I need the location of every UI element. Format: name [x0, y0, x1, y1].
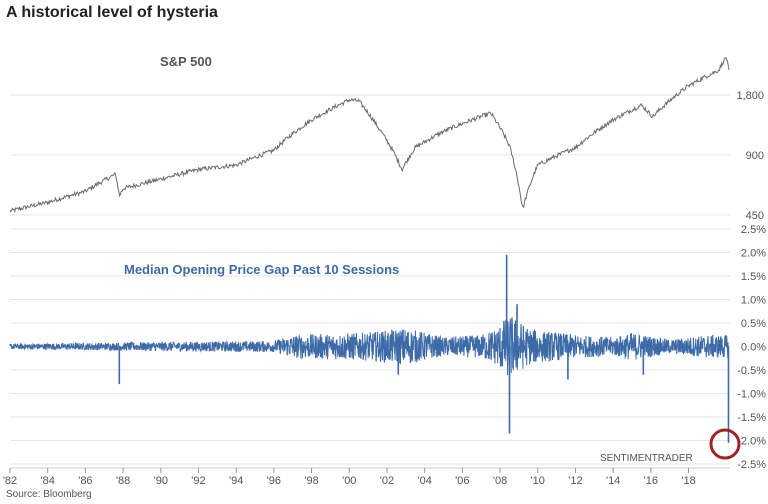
gap-y-axis: 2.5% 2.0% 1.5% 1.0% 0.5% 0.0% -0.5% -1.0% -1.5% -…: [737, 224, 766, 471]
x-tick-label: '00: [342, 475, 356, 487]
x-tick-label: '88: [116, 475, 130, 487]
gap-y-tick-label: -1.5%: [737, 412, 766, 424]
x-tick-label: '96: [267, 475, 281, 487]
gap-y-tick-label: -2.5%: [737, 459, 766, 471]
gap-y-tick-label: 1.0%: [741, 295, 766, 307]
gap-y-tick-label: -0.5%: [737, 365, 766, 377]
x-tick-label: '16: [644, 475, 658, 487]
x-tick-label: '94: [229, 475, 243, 487]
gap-y-tick-label: 2.0%: [741, 248, 766, 260]
x-tick-label: '92: [191, 475, 205, 487]
gap-line: [9, 317, 729, 376]
x-tick-label: '08: [493, 475, 507, 487]
x-tick-label: '06: [455, 475, 469, 487]
sp500-label: S&P 500: [160, 54, 212, 69]
x-tick-label: '84: [41, 475, 55, 487]
x-tick-label: '98: [304, 475, 318, 487]
x-tick-label: '18: [681, 475, 695, 487]
gap-y-tick-label: 1.5%: [741, 271, 766, 283]
sp500-y-tick-label: 1,800: [736, 90, 764, 102]
x-tick-label: '82: [3, 475, 17, 487]
x-tick-label: '04: [417, 475, 431, 487]
gap-spikes: [118, 254, 730, 443]
sp500-line: [9, 56, 730, 213]
highlight-circle: [709, 428, 741, 460]
x-tick-label: '14: [606, 475, 620, 487]
x-axis: '82 '84 '86 '88 '90 '92 '94 '96 '98 '00 '02 '04 '06 '…: [3, 467, 730, 487]
gap-y-tick-label: 2.5%: [741, 224, 766, 236]
x-tick-label: '12: [568, 475, 582, 487]
gap-y-tick-label: -1.0%: [737, 389, 766, 401]
x-tick-label: '90: [154, 475, 168, 487]
gap-y-tick-label: 0.0%: [741, 342, 766, 354]
sp500-y-tick-label: 900: [746, 150, 764, 162]
watermark: SENTIMENTRADER: [600, 453, 693, 464]
x-tick-label: '86: [78, 475, 92, 487]
sp500-gridlines: [10, 94, 730, 216]
sp500-y-tick-label: 450: [746, 210, 764, 222]
gap-label: Median Opening Price Gap Past 10 Session…: [124, 262, 399, 277]
x-tick-label: '10: [531, 475, 545, 487]
x-tick-label: '02: [380, 475, 394, 487]
gap-y-tick-label: -2.0%: [737, 436, 766, 448]
chart-title: A historical level of hysteria: [6, 4, 218, 21]
gap-y-tick-label: 0.5%: [741, 318, 766, 330]
sp500-y-axis: 450 900 1,800: [736, 90, 764, 222]
source-note: Source: Bloomberg: [6, 489, 92, 500]
